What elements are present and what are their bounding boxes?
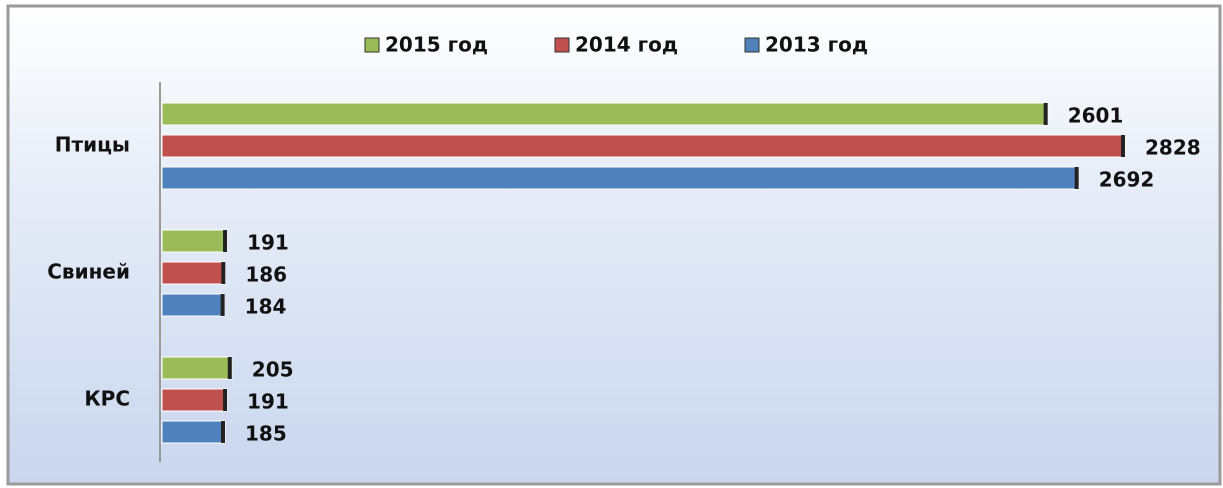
y-tick-label: Свиней	[47, 260, 130, 284]
bar-end	[223, 230, 228, 252]
bar	[161, 229, 228, 253]
bar-end	[227, 357, 232, 379]
legend-label: 2015 год	[385, 33, 488, 57]
data-label: 2601	[1068, 104, 1124, 128]
bar-end	[1074, 167, 1079, 189]
bar	[161, 102, 1049, 126]
bar-end	[220, 421, 225, 443]
y-tick-label: Птицы	[55, 133, 130, 157]
data-label: 191	[247, 390, 289, 414]
bar	[161, 293, 226, 317]
legend-swatch	[744, 37, 760, 53]
data-label: 186	[245, 263, 287, 287]
bar-end	[1043, 103, 1048, 125]
bar	[161, 420, 226, 444]
legend-label: 2014 год	[575, 33, 678, 57]
legend-swatch	[554, 37, 570, 53]
bar-end	[223, 389, 228, 411]
data-label: 184	[245, 295, 287, 319]
data-label: 205	[252, 358, 294, 382]
data-label: 185	[245, 422, 287, 446]
bar	[161, 388, 228, 412]
bar	[161, 261, 226, 285]
bar-end	[221, 262, 226, 284]
bar	[161, 166, 1080, 190]
legend-label: 2013 год	[765, 33, 868, 57]
y-tick-label: КРС	[84, 387, 130, 411]
bar-end	[1121, 135, 1125, 157]
data-label: 191	[247, 231, 289, 255]
bar-end	[220, 294, 225, 316]
bar	[161, 356, 233, 380]
data-label: 2692	[1099, 168, 1155, 192]
bar	[161, 134, 1126, 158]
data-label: 2828	[1145, 136, 1201, 160]
legend-swatch	[364, 37, 380, 53]
